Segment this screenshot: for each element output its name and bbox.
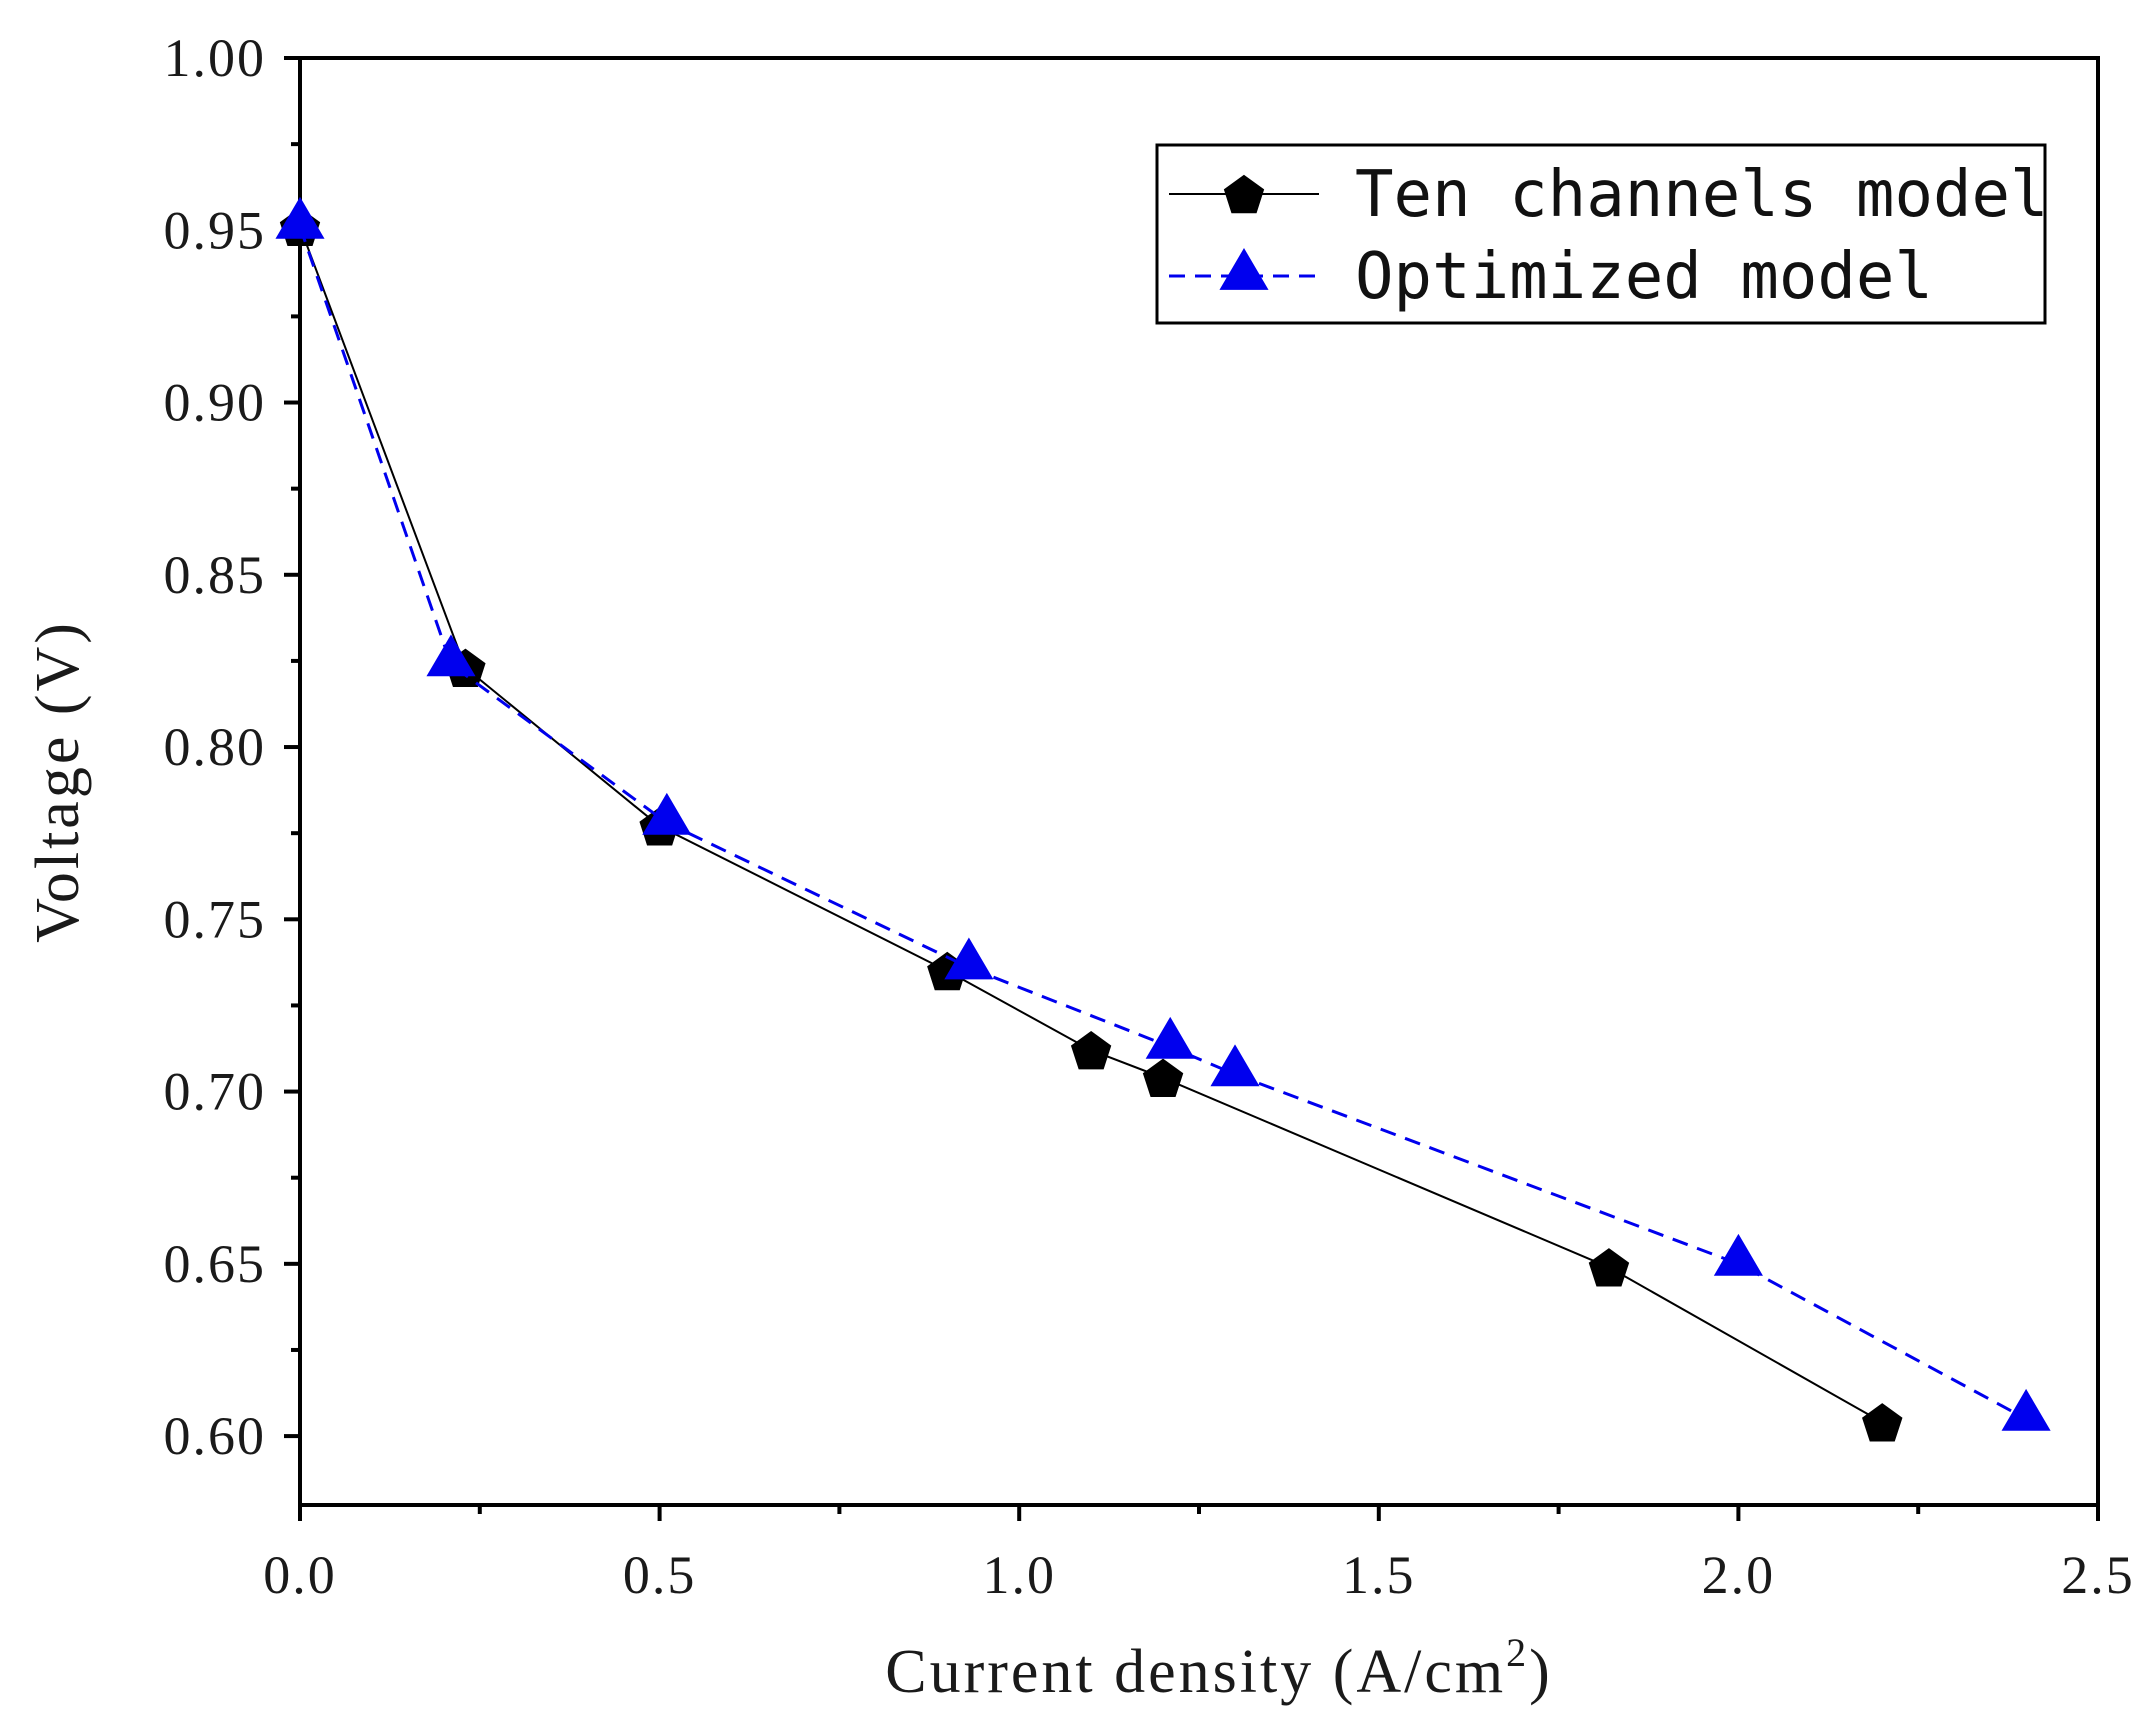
x-tick-label: 1.5	[1342, 1545, 1416, 1605]
y-tick-label: 0.65	[164, 1234, 267, 1294]
legend-marker	[1219, 248, 1269, 290]
x-axis-title-main: Current density (A/cm	[885, 1638, 1506, 1706]
y-tick-label: 0.90	[164, 373, 267, 433]
x-axis-title-superscript: 2	[1506, 1630, 1529, 1675]
series-layer	[275, 196, 2051, 1442]
data-point	[1142, 1058, 1184, 1097]
y-tick-label: 0.70	[164, 1062, 267, 1122]
data-point	[642, 792, 692, 835]
y-tick-label: 0.95	[164, 200, 267, 260]
legend-entry: Ten channels model	[1169, 158, 2049, 232]
legend-label: Optimized model	[1355, 240, 1933, 314]
x-axis-title-tail: )	[1529, 1638, 1553, 1706]
x-tick-label: 0.0	[263, 1545, 337, 1605]
x-axis-title: Current density (A/cm2)	[885, 1630, 1553, 1706]
y-tick-label: 1.00	[164, 28, 267, 88]
data-point	[2001, 1388, 2051, 1431]
series-1	[279, 207, 1903, 1442]
x-tick-label: 1.0	[982, 1545, 1056, 1605]
data-point	[944, 937, 994, 980]
y-tick-label: 0.60	[164, 1406, 267, 1466]
y-tick-label: 0.85	[164, 545, 267, 605]
data-point	[1862, 1403, 1903, 1442]
series-line	[298, 226, 2027, 1421]
y-axis-title: Voltage (V)	[24, 620, 92, 943]
x-tick-label: 2.5	[2061, 1545, 2135, 1605]
axis-title-layer: Current density (A/cm2) Voltage (V)	[24, 620, 1553, 1706]
data-point	[1588, 1248, 1630, 1287]
data-point	[1210, 1044, 1260, 1087]
legend-label: Ten channels model	[1355, 158, 2049, 232]
series-line	[299, 226, 1883, 1424]
x-tick-label: 2.0	[1702, 1545, 1776, 1605]
data-point	[1713, 1233, 1763, 1276]
legend-entry: Optimized model	[1169, 240, 1933, 314]
legend-marker	[1223, 174, 1265, 214]
data-point	[1145, 1016, 1195, 1059]
y-tick-label: 0.80	[164, 717, 267, 777]
data-point	[275, 196, 325, 239]
y-tick-label: 0.75	[164, 889, 267, 949]
legend: Ten channels model Optimized model	[1155, 143, 2049, 325]
data-point	[1070, 1030, 1112, 1070]
data-point	[426, 634, 476, 677]
series-2	[275, 196, 2051, 1431]
tick-layer: 0.60 0.65 0.70 0.75 0.80 0.85 0.90 0.95 1.00 0.0 0…	[164, 28, 2135, 1605]
legend-box	[1155, 143, 2047, 325]
x-tick-label: 0.5	[623, 1545, 697, 1605]
